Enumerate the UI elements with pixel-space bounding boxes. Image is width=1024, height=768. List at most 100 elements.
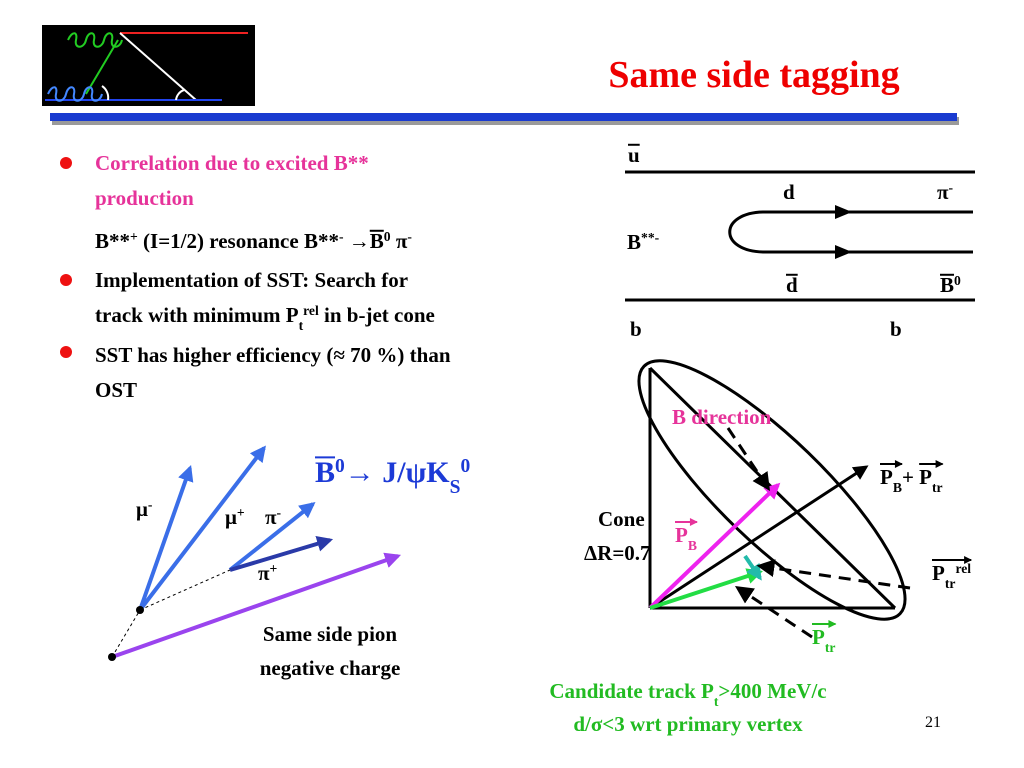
superscript: 0 xyxy=(460,456,470,477)
text-run: → J/ψK xyxy=(345,456,450,489)
decay-label: π- xyxy=(265,505,282,530)
bullet-dot xyxy=(60,157,72,169)
text-run: SST has higher efficiency (≈ 70 %) than xyxy=(95,343,451,367)
decay-label: μ- xyxy=(136,497,153,522)
decay-diagram xyxy=(108,445,402,661)
text-run: B** xyxy=(95,229,130,253)
bullet-text: track with minimum Ptrel in b-jet cone xyxy=(95,303,435,333)
quark-label: d xyxy=(786,273,798,297)
text-run: P xyxy=(880,465,893,489)
superscript: + xyxy=(130,229,138,244)
cone-label: Cone xyxy=(598,507,645,531)
text-run: b xyxy=(630,317,642,341)
vector-arrowhead xyxy=(964,556,973,565)
text-run: d xyxy=(783,180,795,204)
quark-label: u xyxy=(628,143,640,167)
superscript: rel xyxy=(303,303,319,318)
superscript: - xyxy=(277,505,282,520)
cone-diagram xyxy=(637,359,911,639)
cuts-text: Candidate track Pt>400 MeV/c xyxy=(549,679,826,709)
text-run: production xyxy=(95,186,194,210)
text-run: Same side pion xyxy=(263,622,398,646)
text-run: π xyxy=(258,561,270,585)
quark-label: π- xyxy=(937,180,954,205)
text-run: B xyxy=(370,229,384,253)
text-run: ΔR=0.7 xyxy=(584,541,651,565)
vector-arrowhead xyxy=(828,620,837,629)
header-logo xyxy=(42,25,255,106)
superscript: 0 xyxy=(954,273,961,288)
text-run: B xyxy=(940,273,954,297)
superscript: 0 xyxy=(384,229,391,244)
vector-arrowhead xyxy=(935,460,944,469)
text-run: P xyxy=(919,465,932,489)
text-run: negative charge xyxy=(260,656,401,680)
vector-arrowhead xyxy=(689,518,698,527)
subscript: S xyxy=(450,477,461,498)
cuts-text: d/σ<3 wrt primary vertex xyxy=(573,712,803,736)
subscript: tr xyxy=(825,640,836,655)
text-run: (I=1/2) resonance B** xyxy=(138,229,339,253)
quark-label: d xyxy=(783,180,795,204)
bullet-text: Implementation of SST: Search for xyxy=(95,268,408,292)
cone-label: PB xyxy=(675,523,697,553)
quark-label: B**- xyxy=(627,230,660,255)
cone-label: ΔR=0.7 xyxy=(584,541,651,565)
text-run: π xyxy=(937,180,949,204)
superscript: + xyxy=(270,561,278,576)
superscript: rel xyxy=(955,561,971,576)
bullet-dot xyxy=(60,346,72,358)
text-run: P xyxy=(932,561,945,585)
text-run: in b-jet cone xyxy=(319,303,435,327)
decay-caption: negative charge xyxy=(260,656,401,680)
subscript: B xyxy=(893,480,902,495)
superscript: + xyxy=(237,505,245,520)
text-run: P xyxy=(675,523,688,547)
decay-label: π+ xyxy=(258,561,278,586)
text-run: track with minimum P xyxy=(95,303,299,327)
subscript: B xyxy=(688,538,697,553)
decay-title: B0→ J/ψKS0 xyxy=(315,456,470,498)
quark-diagram xyxy=(625,170,975,302)
text-run: B xyxy=(627,230,641,254)
bullet-dot xyxy=(60,274,72,286)
subscript: t xyxy=(299,318,304,333)
text-run: d xyxy=(786,273,798,297)
subscript: t xyxy=(714,694,719,709)
superscript: - xyxy=(407,229,412,244)
subscript: tr xyxy=(932,480,943,495)
title-rule xyxy=(50,113,957,121)
bullet-text: OST xyxy=(95,378,137,402)
text-run: u xyxy=(628,143,640,167)
bullet-text: SST has higher efficiency (≈ 70 %) than xyxy=(95,343,451,367)
text-run: OST xyxy=(95,378,137,402)
cone-label: PB+ Ptr xyxy=(880,465,943,495)
superscript: 0 xyxy=(335,456,345,477)
quark-label: b xyxy=(890,317,902,341)
text-run: Candidate track P xyxy=(549,679,714,703)
vector-arrowhead xyxy=(894,460,903,469)
cone-label: B direction xyxy=(672,405,772,429)
text-run: + xyxy=(902,465,919,489)
text-run: → xyxy=(344,229,370,253)
bullet-detail: B**+ (I=1/2) resonance B**- →B0 π- xyxy=(95,229,412,254)
decay-caption: Same side pion xyxy=(263,622,398,646)
text-run: μ xyxy=(225,505,237,529)
superscript: **- xyxy=(641,230,660,245)
superscript: - xyxy=(339,229,344,244)
bullet-text: production xyxy=(95,186,194,210)
text-run: π xyxy=(265,505,277,529)
decay-label: μ+ xyxy=(225,505,245,530)
text-run: B xyxy=(315,456,335,489)
text-run: π xyxy=(391,229,408,253)
text-run: d/σ<3 wrt primary vertex xyxy=(573,712,803,736)
text-run: P xyxy=(812,625,825,649)
quark-label: B0 xyxy=(940,273,961,298)
cone-label: Ptr xyxy=(812,625,835,655)
text-run: μ xyxy=(136,497,148,521)
slide-title: Same side tagging xyxy=(608,54,899,96)
superscript: - xyxy=(148,497,153,512)
